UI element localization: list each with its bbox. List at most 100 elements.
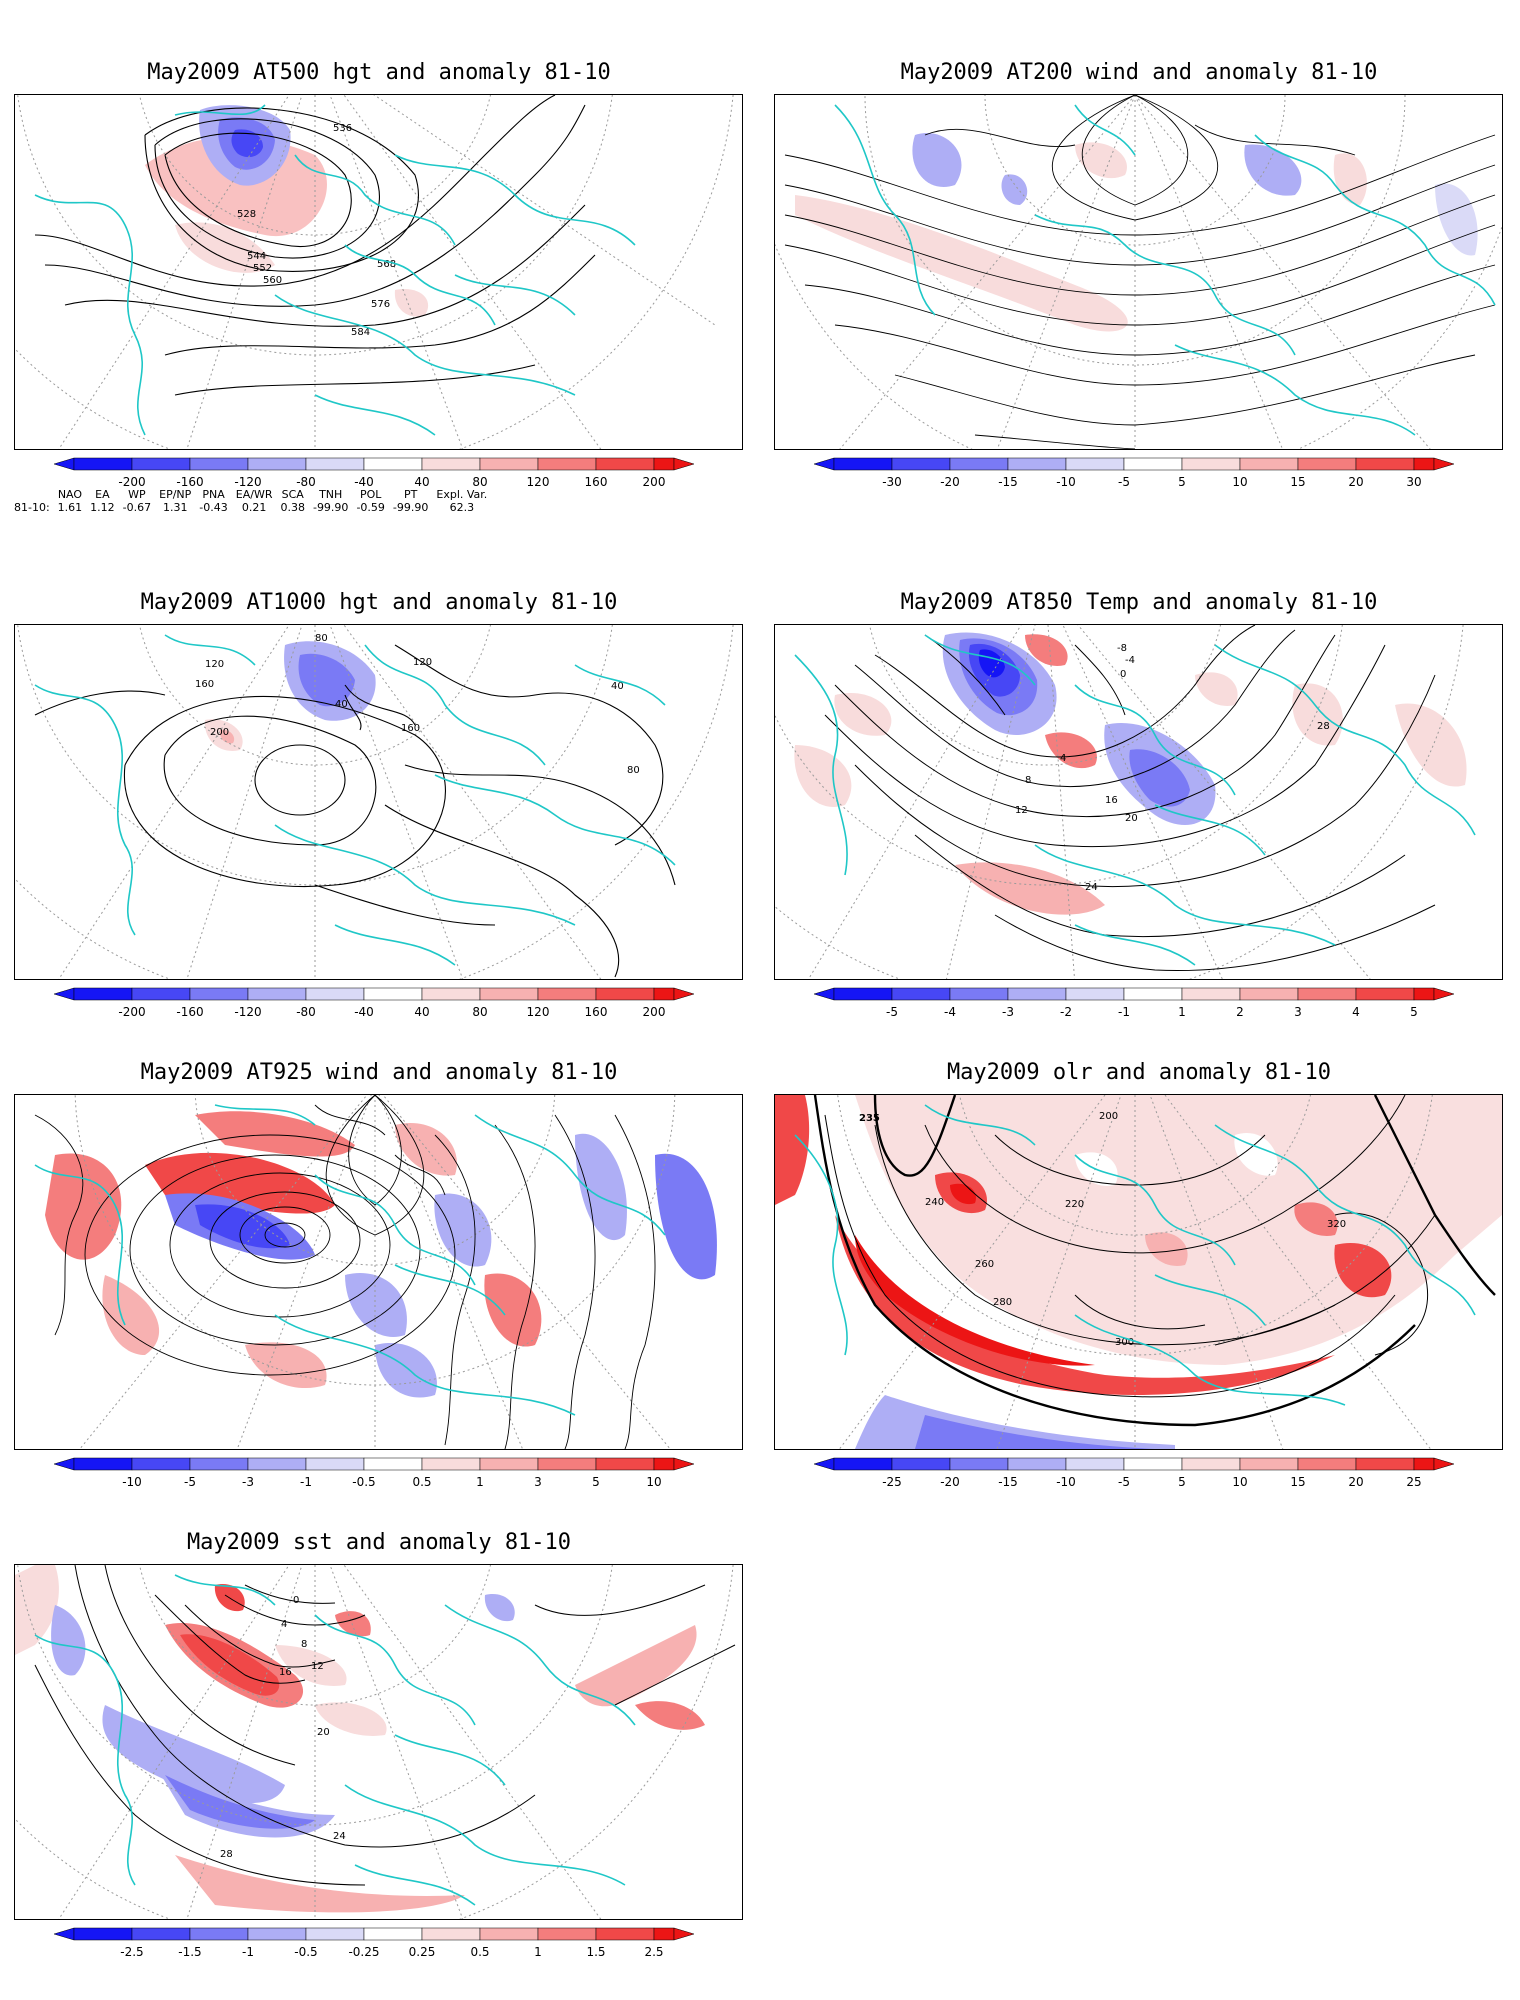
colorbar: -30 -20 -15 -10 -5 5 10 15 20 30: [813, 456, 1474, 496]
colorbar-tick: -1: [1118, 1005, 1130, 1019]
colorbar-tick: 160: [585, 475, 608, 489]
contour-label: 576: [371, 299, 390, 310]
colorbar-tick: -15: [998, 1475, 1018, 1489]
colorbar-tick: 160: [585, 1005, 608, 1019]
index-value: 62.3: [449, 501, 475, 514]
contour-label: 568: [377, 259, 396, 270]
panel-title: May2009 AT925 wind and anomaly 81-10: [140, 1060, 618, 1085]
contour-label: 120: [205, 659, 224, 670]
colorbar-tick: 20: [1348, 1475, 1363, 1489]
contour-label: 300: [1115, 1337, 1134, 1348]
colorbar-tick: 1: [476, 1475, 484, 1489]
contour-label: 16: [1105, 795, 1118, 806]
colorbar-tick: -1: [242, 1945, 254, 1959]
index-value: -0.59: [356, 501, 385, 514]
contour-label: 536: [333, 123, 352, 134]
contour-label: -8: [1117, 643, 1127, 654]
index-header: POL: [359, 488, 382, 501]
colorbar: -25 -20 -15 -10 -5 5 10 15 20 25: [813, 1456, 1474, 1496]
contour-label: 20: [1125, 813, 1138, 824]
map-at200: [774, 94, 1503, 450]
panel-title: May2009 AT1000 hgt and anomaly 81-10: [140, 590, 618, 615]
index-value: -99.90: [312, 501, 349, 514]
index-header: Expl. Var.: [436, 488, 488, 501]
contour-label: 80: [627, 765, 640, 776]
colorbar-tick: -160: [176, 1005, 203, 1019]
contour-label: 220: [1065, 1199, 1084, 1210]
colorbar: -10 -5 -3 -1 -0.5 0.5 1 3 5 10: [53, 1456, 714, 1496]
colorbar-tick: 15: [1290, 475, 1305, 489]
panel-at850: May2009 AT850 Temp and anomaly 81-10: [774, 590, 1504, 1030]
colorbar-tick: -4: [944, 1005, 956, 1019]
contour-label: 8: [1025, 775, 1031, 786]
contour-label: 0: [1120, 669, 1126, 680]
index-value: 0.21: [241, 501, 267, 514]
colorbar-tick: -200: [118, 475, 145, 489]
colorbar-tick: 40: [414, 1005, 429, 1019]
contour-label: 12: [311, 1661, 324, 1672]
colorbar-tick: 25: [1406, 1475, 1421, 1489]
colorbar-tick: 5: [592, 1475, 600, 1489]
contour-label: 240: [925, 1197, 944, 1208]
colorbar-tick: -10: [1056, 1475, 1076, 1489]
contour-label: 120: [413, 657, 432, 668]
colorbar-tick: -5: [886, 1005, 898, 1019]
colorbar-tick: 2.5: [644, 1945, 663, 1959]
index-header: NAO: [57, 488, 83, 501]
contour-label: 160: [401, 723, 420, 734]
index-header: TNH: [319, 488, 343, 501]
colorbar-tick: -10: [122, 1475, 142, 1489]
colorbar-tick: -2.5: [120, 1945, 143, 1959]
colorbar: -5 -4 -3 -2 -1 1 2 3 4 5: [813, 986, 1474, 1026]
map-at1000: 120 80 40 160 200 120 160 80 40: [14, 624, 743, 980]
colorbar-tick: -5: [184, 1475, 196, 1489]
map-at850: -8 -4 0 4 8 12 16 20 24 28: [774, 624, 1503, 980]
colorbar-tick: 200: [643, 1005, 666, 1019]
colorbar-tick: -120: [234, 1005, 261, 1019]
contour-label: 28: [220, 1849, 233, 1860]
colorbar-tick: 3: [534, 1475, 542, 1489]
colorbar-tick: -0.25: [348, 1945, 379, 1959]
contour-label: 280: [993, 1297, 1012, 1308]
index-value: 0.38: [280, 501, 305, 514]
colorbar-tick: 1.5: [586, 1945, 605, 1959]
contour-label: 528: [237, 209, 256, 220]
contour-label: 8: [301, 1639, 307, 1650]
colorbar-tick: 80: [472, 475, 487, 489]
contour-label: 80: [315, 633, 328, 644]
panel-title: May2009 olr and anomaly 81-10: [946, 1060, 1332, 1085]
contour-label: 24: [1085, 882, 1098, 893]
panel-at1000: May2009 AT1000 hgt and anomaly 81-10: [14, 590, 744, 1030]
colorbar-tick: -30: [882, 475, 902, 489]
contour-label: 0: [293, 1595, 299, 1606]
colorbar-tick: 0.5: [412, 1475, 431, 1489]
colorbar-tick: -5: [1118, 475, 1130, 489]
index-header: WP: [128, 488, 146, 501]
contour-label: 4: [1060, 753, 1066, 764]
colorbar-tick: 0.5: [470, 1945, 489, 1959]
colorbar-tick: -20: [940, 475, 960, 489]
contour-label: 320: [1327, 1219, 1346, 1230]
colorbar-tick: -80: [296, 1005, 316, 1019]
colorbar-tick: -40: [354, 475, 374, 489]
colorbar-tick: -0.5: [294, 1945, 317, 1959]
colorbar-tick: 1: [534, 1945, 542, 1959]
colorbar-tick: 5: [1410, 1005, 1418, 1019]
colorbar-tick: -1.5: [178, 1945, 201, 1959]
colorbar-tick: 20: [1348, 475, 1363, 489]
colorbar-tick: -20: [940, 1475, 960, 1489]
contour-label: 552: [253, 263, 272, 274]
panel-sst: May2009 sst and anomaly 81-10: [14, 1530, 744, 1970]
panel-title: May2009 sst and anomaly 81-10: [186, 1530, 572, 1555]
colorbar-tick: 5: [1178, 475, 1186, 489]
index-row-label: 81-10:: [14, 501, 50, 514]
index-header: EA: [95, 488, 110, 501]
colorbar-tick: -120: [234, 475, 261, 489]
colorbar-tick: -160: [176, 475, 203, 489]
colorbar: -200 -160 -120 -80 -40 40 80 120 160 200: [53, 986, 714, 1026]
index-header: SCA: [281, 488, 304, 501]
index-header: PNA: [202, 488, 225, 501]
colorbar-tick: 40: [414, 475, 429, 489]
index-value: 1.12: [90, 501, 115, 514]
contour-label: 20: [317, 1727, 330, 1738]
